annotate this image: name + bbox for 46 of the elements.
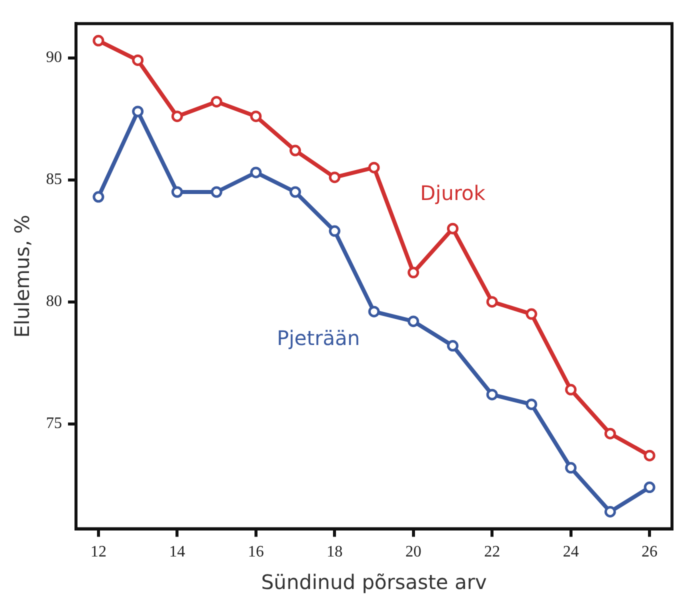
point <box>486 388 498 400</box>
x-tick-label: 14 <box>169 544 186 561</box>
point <box>526 398 538 410</box>
point <box>565 384 577 396</box>
y-tick-label: 80 <box>46 293 62 310</box>
x-tick-label: 26 <box>642 544 658 561</box>
point <box>290 186 302 198</box>
series-label: Djurok <box>420 180 486 205</box>
y-tick-label: 85 <box>46 171 62 188</box>
point <box>171 110 183 122</box>
y-axis-title: Elulemus, % <box>10 214 34 338</box>
point <box>92 191 104 203</box>
x-tick-label: 16 <box>248 544 264 561</box>
y-tick-label: 75 <box>46 415 62 432</box>
point <box>368 306 380 318</box>
point <box>604 506 616 518</box>
point <box>565 462 577 474</box>
point <box>328 225 340 237</box>
point <box>446 222 458 234</box>
point <box>250 110 262 122</box>
point <box>328 172 340 184</box>
point <box>644 482 656 494</box>
x-axis-title: Sündinud põrsaste arv <box>261 570 488 594</box>
point <box>210 96 222 108</box>
point <box>644 450 656 462</box>
x-tick-label: 18 <box>326 544 343 561</box>
point <box>486 296 498 308</box>
point <box>250 166 262 178</box>
point <box>290 144 302 156</box>
x-tick-label: 12 <box>90 544 106 561</box>
point <box>132 106 144 118</box>
point <box>604 428 616 440</box>
x-tick-label: 24 <box>562 544 579 561</box>
x-tick-label: 20 <box>405 544 422 561</box>
point <box>408 316 420 328</box>
x-tick-label: 22 <box>484 544 500 561</box>
point <box>132 54 144 66</box>
point <box>210 186 222 198</box>
point <box>92 34 104 46</box>
point <box>171 186 183 198</box>
point <box>408 266 420 278</box>
point <box>446 340 458 352</box>
point <box>368 162 380 174</box>
y-tick-label: 90 <box>46 48 62 66</box>
point <box>526 308 538 320</box>
series-label: Pjeträän <box>276 326 360 350</box>
